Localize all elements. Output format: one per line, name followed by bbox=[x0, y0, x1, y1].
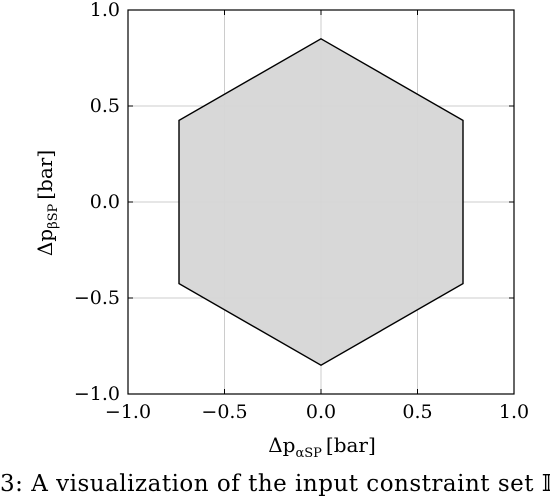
figure-caption: 3: A visualization of the input constrai… bbox=[0, 471, 550, 497]
y-tick-label-1: −0.5 bbox=[74, 287, 120, 309]
y-axis-label-sub: βSP bbox=[46, 203, 61, 228]
x-axis-label-sub: αSP bbox=[295, 446, 322, 461]
x-tick-label-2: 0.0 bbox=[306, 401, 336, 423]
chart-canvas: −1.0 −0.5 0.0 0.5 1.0 −1.0−0.50.00.51.0 ΔpαS… bbox=[33, 0, 529, 461]
x-axis-label: ΔpαSP [bar] bbox=[268, 433, 376, 461]
y-axis-label-unit: [bar] bbox=[33, 150, 57, 200]
x-axis-label-main: Δp bbox=[268, 433, 295, 457]
hexagon-polygon-0 bbox=[178, 37, 464, 367]
y-tick-label-3: 0.5 bbox=[90, 95, 120, 117]
x-tick-label-0: −1.0 bbox=[105, 401, 151, 423]
hexagon-region bbox=[178, 37, 464, 367]
x-tick-label-4: 1.0 bbox=[499, 401, 529, 423]
y-tick-labels: −1.0 −0.5 0.0 0.5 1.0 bbox=[74, 0, 120, 405]
y-tick-label-0: −1.0 bbox=[74, 383, 120, 405]
x-axis-label-unit: [bar] bbox=[326, 433, 376, 457]
y-axis-label-main: Δp bbox=[33, 229, 57, 256]
y-tick-label-2: 0.0 bbox=[90, 191, 120, 213]
x-tick-label-1: −0.5 bbox=[201, 401, 247, 423]
y-axis-label: ΔpβSP [bar] bbox=[33, 150, 61, 256]
x-tick-label-3: 0.5 bbox=[402, 401, 432, 423]
x-tick-labels: −1.0 −0.5 0.0 0.5 1.0 bbox=[105, 401, 529, 423]
y-tick-label-4: 1.0 bbox=[90, 0, 120, 21]
axis-ticks bbox=[127, 9, 515, 395]
